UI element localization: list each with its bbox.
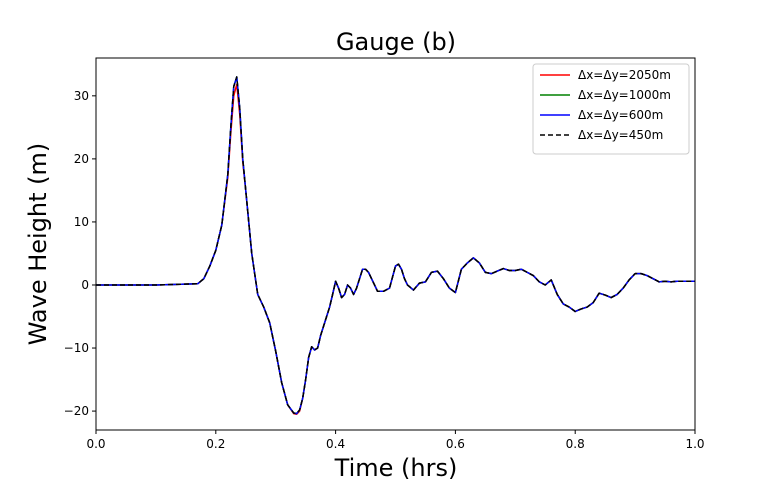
legend-label-2: Δx=Δy=600m bbox=[578, 108, 663, 122]
x-tick-label: 1.0 bbox=[685, 437, 704, 451]
legend-label-1: Δx=Δy=1000m bbox=[578, 88, 671, 102]
plot-area bbox=[96, 76, 695, 415]
legend-frame bbox=[532, 63, 690, 155]
x-axis-label: Time (hrs) bbox=[334, 454, 458, 482]
x-tick-label: 0.6 bbox=[446, 437, 465, 451]
plot-frame bbox=[95, 57, 696, 431]
series-layer bbox=[96, 76, 695, 415]
y-axis: −20 −10 0 10 20 30 bbox=[64, 89, 96, 418]
x-tick-label: 0.0 bbox=[86, 437, 105, 451]
y-tick-label: 10 bbox=[74, 215, 89, 229]
y-axis-label: Wave Height (m) bbox=[24, 143, 52, 346]
x-tick-label: 0.2 bbox=[206, 437, 225, 451]
chart-title: Gauge (b) bbox=[336, 28, 456, 56]
y-tick-label: −20 bbox=[64, 404, 89, 418]
y-tick-label: −10 bbox=[64, 341, 89, 355]
y-tick-label: 30 bbox=[74, 89, 89, 103]
legend-label-3: Δx=Δy=450m bbox=[578, 128, 663, 142]
x-tick-label: 0.4 bbox=[326, 437, 345, 451]
legend-label-0: Δx=Δy=2050m bbox=[578, 68, 671, 82]
y-tick-label: 20 bbox=[74, 152, 89, 166]
series-line-2 bbox=[96, 76, 695, 415]
legend: Δx=Δy=2050m Δx=Δy=1000m Δx=Δy=600m Δx=Δy=45… bbox=[532, 63, 690, 155]
x-tick-label: 0.8 bbox=[566, 437, 585, 451]
y-tick-label: 0 bbox=[81, 278, 89, 292]
x-axis: 0.0 0.2 0.4 0.6 0.8 1.0 bbox=[86, 430, 705, 451]
